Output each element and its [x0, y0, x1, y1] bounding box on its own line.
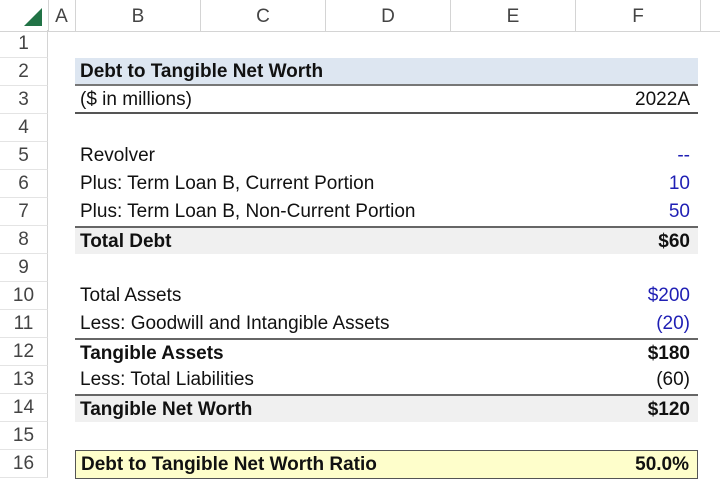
column-header-bar: A B C D E F	[0, 0, 720, 32]
row-value: 50.0%	[635, 454, 689, 475]
row-header[interactable]: 7	[0, 198, 48, 226]
units-label: ($ in millions)	[80, 89, 192, 110]
total-debt-row[interactable]: Total Debt $60	[75, 226, 698, 254]
column-header-f[interactable]: F	[576, 0, 701, 31]
row-header[interactable]: 11	[0, 310, 48, 338]
total-assets-row[interactable]: Total Assets $200	[75, 282, 698, 310]
row-label: Debt to Tangible Net Worth Ratio	[81, 454, 377, 475]
total-liabilities-row[interactable]: Less: Total Liabilities (60)	[75, 366, 698, 394]
revolver-row[interactable]: Revolver --	[75, 142, 698, 170]
row-label: Total Assets	[80, 285, 182, 306]
ratio-row[interactable]: Debt to Tangible Net Worth Ratio 50.0%	[75, 450, 698, 479]
row-label: Plus: Term Loan B, Non-Current Portion	[80, 201, 416, 222]
term-loan-current-row[interactable]: Plus: Term Loan B, Current Portion 10	[75, 170, 698, 198]
row-header[interactable]: 5	[0, 142, 48, 170]
period-label: 2022A	[635, 89, 690, 110]
row-value: (20)	[656, 313, 690, 334]
title-row[interactable]: Debt to Tangible Net Worth	[75, 58, 698, 86]
row-header[interactable]: 6	[0, 170, 48, 198]
goodwill-row[interactable]: Less: Goodwill and Intangible Assets (20)	[75, 310, 698, 338]
row-header[interactable]: 9	[0, 254, 48, 282]
row-label: Tangible Assets	[80, 343, 224, 364]
row-value: $60	[658, 231, 690, 252]
row-header[interactable]: 1	[0, 30, 48, 58]
row-header[interactable]: 3	[0, 86, 48, 114]
column-header-c[interactable]: C	[201, 0, 326, 31]
row-header[interactable]: 12	[0, 338, 48, 366]
column-header-d[interactable]: D	[326, 0, 451, 31]
row-value: (60)	[656, 369, 690, 390]
row-label: Less: Goodwill and Intangible Assets	[80, 313, 390, 334]
row-header[interactable]: 14	[0, 394, 48, 422]
column-header-a[interactable]: A	[48, 0, 76, 31]
row-value: 10	[668, 173, 690, 194]
row-label: Revolver	[80, 145, 155, 166]
row-label: Total Debt	[80, 231, 172, 252]
tangible-net-worth-row[interactable]: Tangible Net Worth $120	[75, 394, 698, 422]
row-header[interactable]: 2	[0, 58, 48, 86]
select-all-triangle-icon	[24, 8, 42, 26]
term-loan-noncurrent-row[interactable]: Plus: Term Loan B, Non-Current Portion 50	[75, 198, 698, 226]
row-header[interactable]: 15	[0, 422, 48, 450]
row-label: Less: Total Liabilities	[80, 369, 254, 390]
row-header[interactable]: 16	[0, 450, 48, 478]
row-header[interactable]: 8	[0, 226, 48, 254]
column-header-e[interactable]: E	[451, 0, 576, 31]
title: Debt to Tangible Net Worth	[80, 61, 324, 82]
select-all-button[interactable]	[0, 0, 49, 31]
row-value: --	[677, 145, 690, 166]
units-row[interactable]: ($ in millions) 2022A	[75, 86, 698, 114]
row-header[interactable]: 13	[0, 366, 48, 394]
row-label: Tangible Net Worth	[80, 399, 253, 420]
row-label: Plus: Term Loan B, Current Portion	[80, 173, 375, 194]
row-value: 50	[668, 201, 690, 222]
column-header-b[interactable]: B	[76, 0, 201, 31]
row-value: $180	[647, 343, 690, 364]
row-value: $200	[647, 285, 690, 306]
tangible-assets-row[interactable]: Tangible Assets $180	[75, 338, 698, 366]
row-header[interactable]: 10	[0, 282, 48, 310]
row-value: $120	[647, 399, 690, 420]
row-header[interactable]: 4	[0, 114, 48, 142]
